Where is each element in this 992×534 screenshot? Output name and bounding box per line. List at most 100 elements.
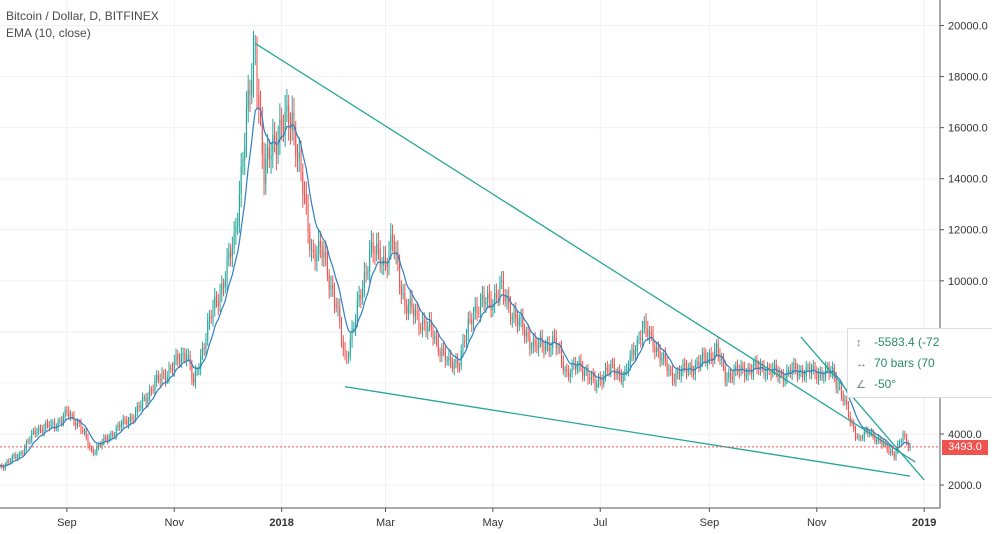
candle [235, 217, 237, 245]
candle [314, 243, 316, 271]
candle [179, 353, 181, 368]
candle [203, 343, 205, 356]
candle [789, 364, 791, 379]
candle [492, 299, 494, 317]
candle [237, 212, 239, 235]
candle [553, 328, 556, 342]
candle [346, 350, 348, 365]
candle [564, 365, 566, 378]
candle [349, 332, 351, 361]
candle [193, 372, 195, 387]
candle [309, 223, 311, 257]
candle [641, 320, 644, 347]
candle [259, 90, 262, 126]
trendline[interactable] [344, 386, 911, 477]
candle [223, 278, 225, 297]
candle [254, 35, 256, 66]
y-tick-label: 18000.0 [948, 72, 988, 84]
candle [416, 302, 418, 321]
candle [164, 368, 166, 387]
candle [101, 439, 103, 450]
candle [698, 354, 700, 373]
candle [673, 373, 675, 386]
candle [522, 308, 524, 336]
y-tick-label: 14000.0 [948, 174, 988, 186]
candle [715, 339, 717, 357]
candle [406, 298, 408, 321]
candle [186, 348, 188, 367]
candle [281, 107, 283, 141]
candle [330, 275, 332, 297]
candle [638, 331, 640, 345]
candle [212, 299, 214, 327]
candle [437, 331, 439, 357]
candle [754, 356, 756, 370]
candle [418, 306, 420, 336]
candle [668, 364, 670, 377]
candle [129, 412, 131, 426]
candle [693, 365, 695, 380]
candle [326, 246, 328, 282]
candle [472, 307, 475, 331]
candle [781, 369, 783, 378]
candle [224, 271, 226, 294]
candle [305, 181, 307, 215]
trendline[interactable] [254, 42, 916, 463]
candle [481, 285, 483, 308]
candle [680, 365, 682, 383]
trendline[interactable] [800, 336, 925, 481]
candle [154, 374, 156, 396]
candle [622, 371, 624, 388]
candle [455, 353, 457, 369]
bars-row: ↔ 70 bars (70 [856, 354, 935, 372]
candle [91, 445, 93, 453]
candle [645, 313, 647, 338]
candle [807, 363, 809, 372]
candle [691, 359, 693, 378]
candle [724, 360, 726, 387]
candle [171, 362, 174, 376]
candle [177, 350, 179, 367]
candle [289, 112, 291, 145]
candle [34, 426, 36, 438]
candle [323, 241, 325, 267]
measurement-tooltip: ↕ -5583.4 (-72 ↔ 70 bars (70 ∠ -50° [847, 328, 992, 398]
candle [140, 400, 142, 412]
candle [589, 372, 591, 385]
candle [386, 257, 388, 278]
candle [846, 395, 848, 410]
candle [244, 132, 246, 175]
candle [603, 370, 605, 388]
candle [184, 347, 186, 364]
candle [360, 288, 362, 309]
candle [633, 342, 635, 362]
candle [904, 430, 906, 440]
candle [2, 464, 5, 471]
trendlines[interactable] [254, 42, 925, 481]
candle [117, 422, 119, 431]
candle [770, 363, 772, 381]
candle [793, 357, 795, 375]
candle [744, 361, 746, 383]
candle [506, 289, 508, 310]
candle [462, 333, 464, 358]
candle [476, 296, 478, 322]
candle [749, 363, 751, 376]
candle [54, 418, 56, 432]
candle [705, 348, 707, 367]
candle [143, 394, 145, 402]
candle [853, 419, 855, 433]
candle [531, 342, 533, 354]
candle [499, 275, 501, 306]
candle [215, 291, 218, 308]
candle [159, 373, 161, 387]
candle [182, 347, 184, 362]
candle [458, 362, 460, 373]
candle [233, 221, 235, 255]
candle [729, 367, 732, 384]
candle [163, 369, 165, 380]
candle [414, 303, 416, 324]
candle [217, 293, 219, 316]
candle [83, 427, 86, 436]
